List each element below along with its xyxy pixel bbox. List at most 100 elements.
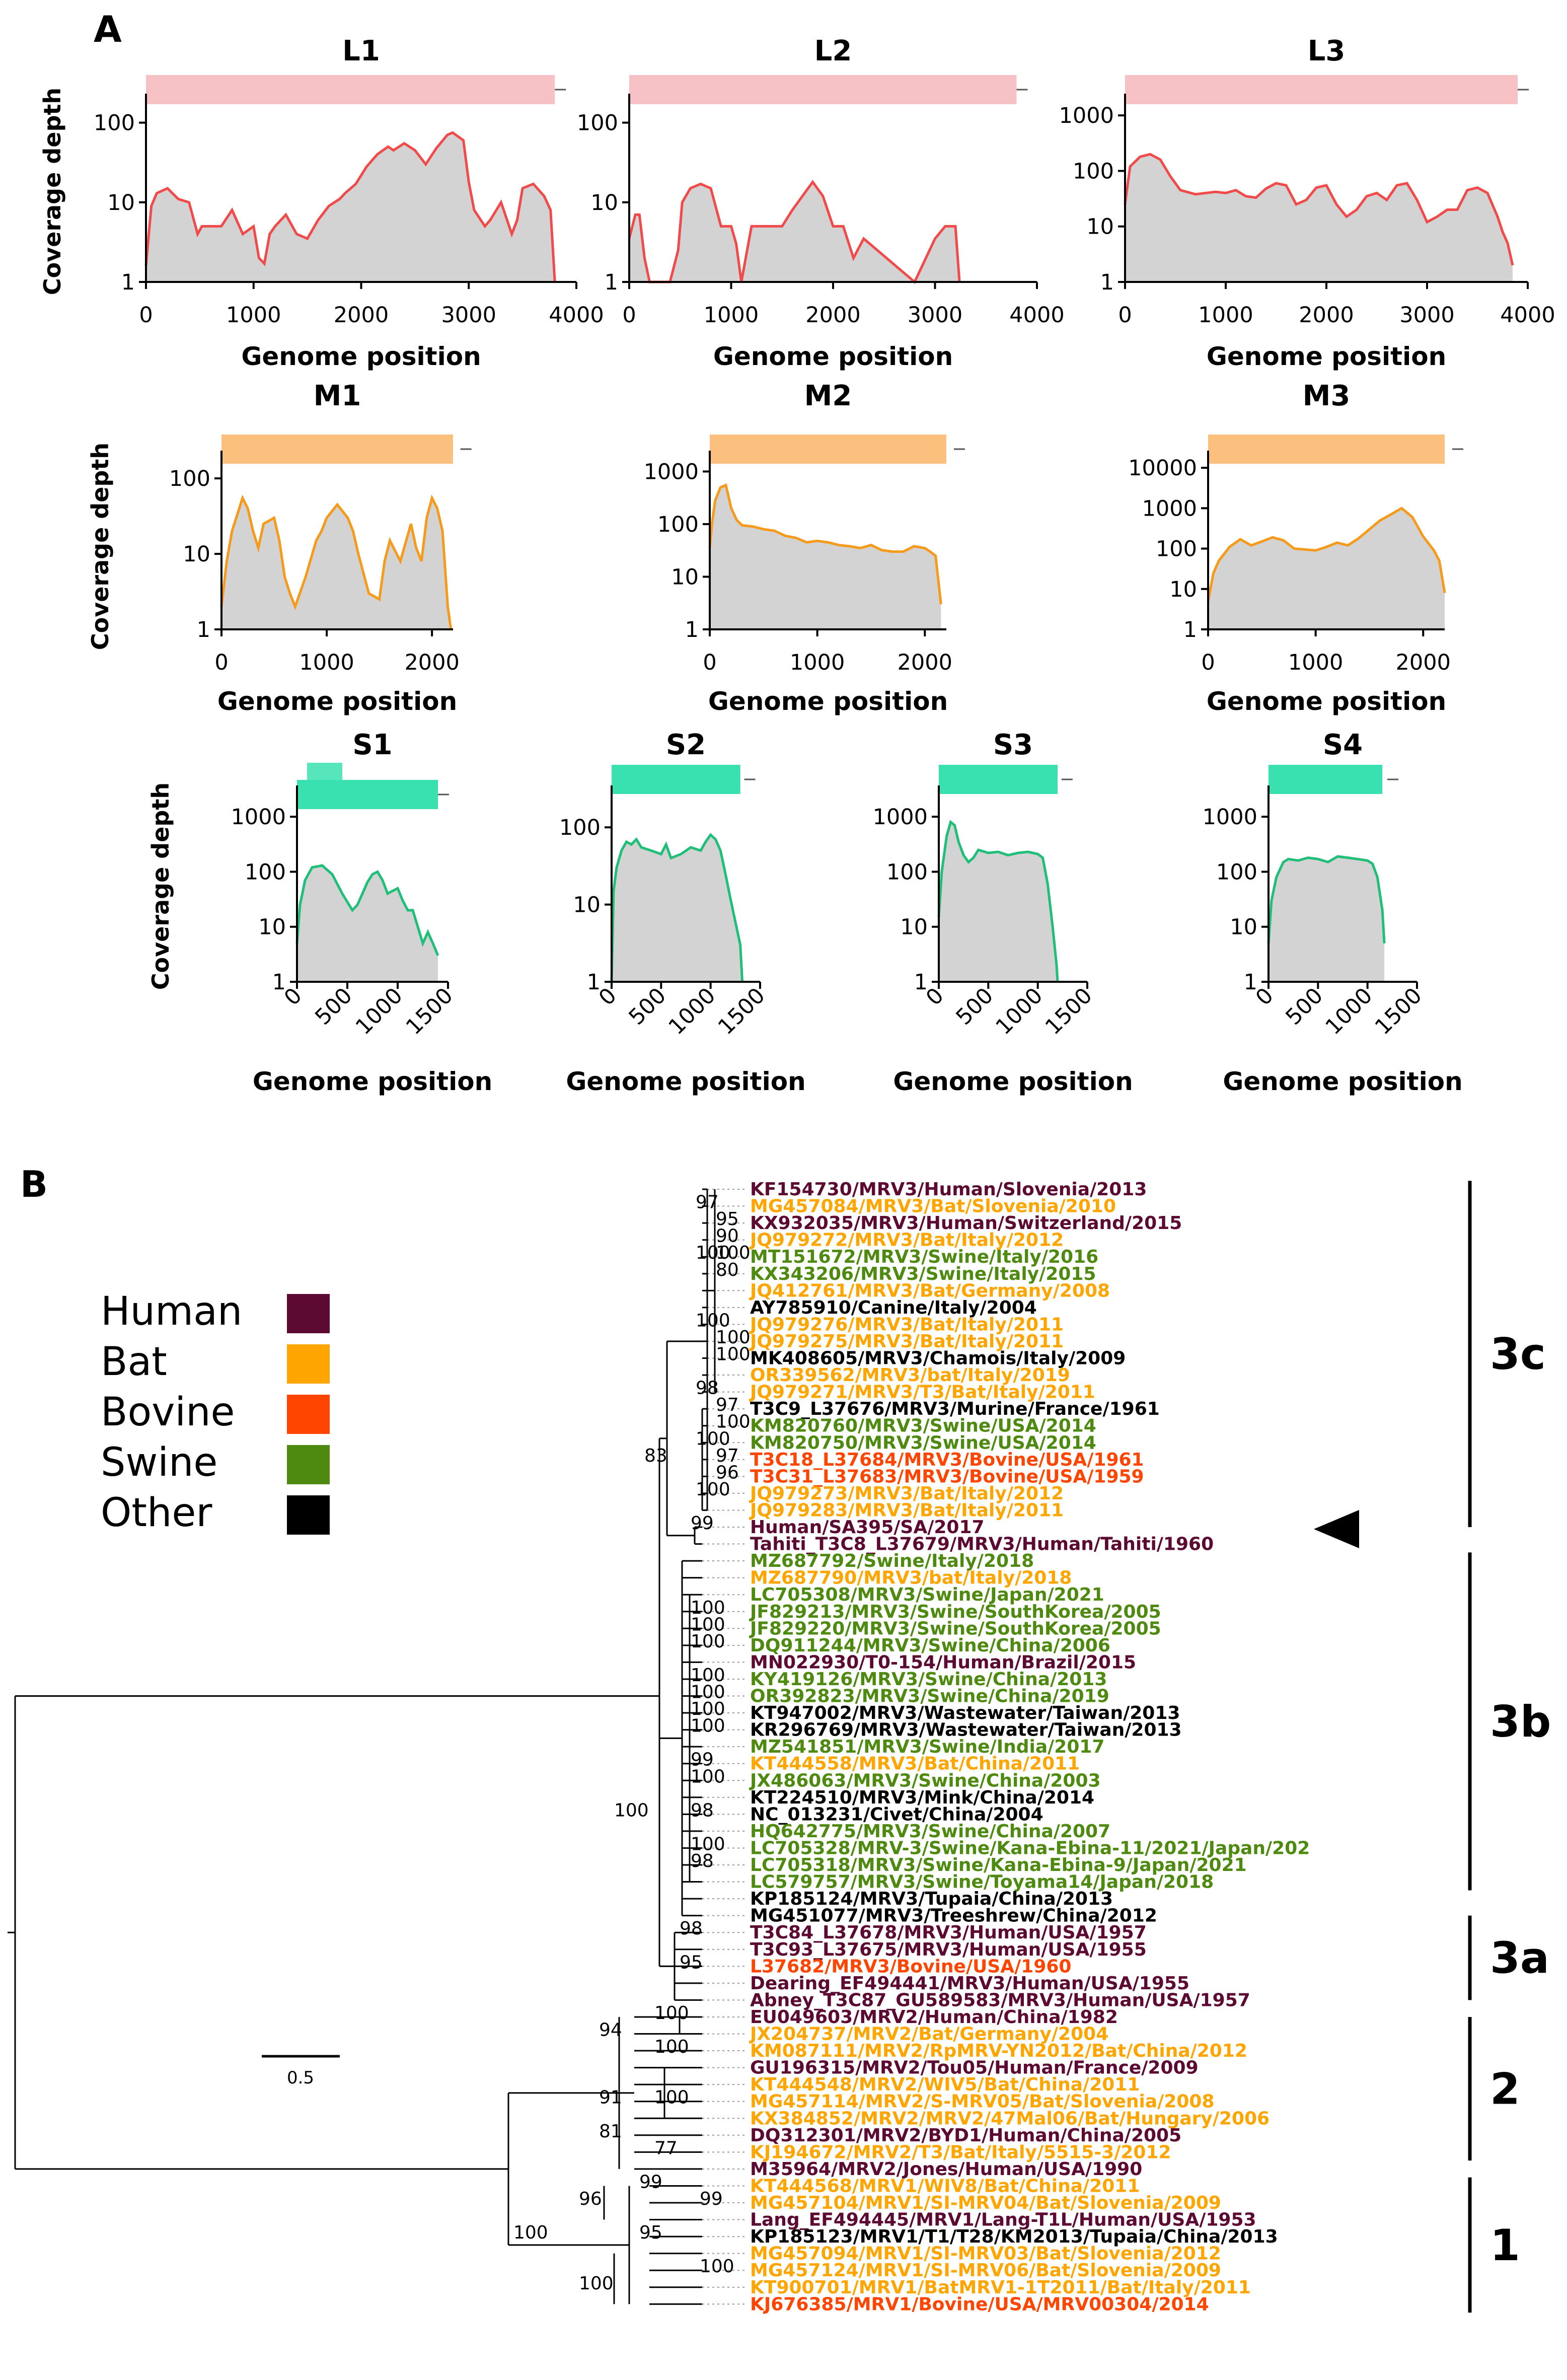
x-tick-label: 0 <box>622 303 636 328</box>
y-tick-label: 1000 <box>231 805 286 830</box>
chart-title: S3 <box>993 729 1033 761</box>
tip-label: KT444548/MRV2/WIV5/Bat/China/2011 <box>750 2074 1140 2095</box>
tip-label: MG457094/MRV1/SI-MRV03/Bat/Slovenia/2012 <box>750 2244 1221 2264</box>
tip-label: Abney_T3C87_GU589583/MRV3/Human/USA/1957 <box>750 1990 1250 2010</box>
tip-label: DQ911244/MRV3/Swine/China/2006 <box>750 1635 1110 1656</box>
coverage-chart-m3: M3 1 10 100 1000 10000 0 1000 2000 Genome positio… <box>1128 380 1463 716</box>
bootstrap-label: 95 <box>639 2222 662 2243</box>
y-tick-label: 10000 <box>1128 456 1197 481</box>
x-axis-label: Genome position <box>566 1067 805 1096</box>
legend-label: Bat <box>101 1339 167 1385</box>
bootstrap-label: 100 <box>513 2222 548 2243</box>
tip-label: KX343206/MRV3/Swine/Italy/2015 <box>750 1264 1096 1284</box>
coverage-line <box>220 494 453 630</box>
coverage-area <box>1125 154 1513 282</box>
tip-label: KP185123/MRV1/T1/T28/KM2013/Tupaia/China… <box>750 2226 1278 2247</box>
gene-bar <box>710 435 946 464</box>
coverage-line <box>937 820 1059 982</box>
y-tick-label: 1 <box>605 270 618 295</box>
x-tick-label: 500 <box>951 983 998 1030</box>
bootstrap-label: 100 <box>654 2037 689 2057</box>
tip-label: Lang_EF494445/MRV1/Lang-T1L/Human/USA/19… <box>750 2210 1256 2230</box>
x-axis-label: Genome position <box>893 1067 1133 1096</box>
chart-title: S2 <box>666 729 706 761</box>
bootstrap-label: 94 <box>599 2020 622 2041</box>
y-tick-label: 1000 <box>1142 496 1197 521</box>
tip-label: T3C93_L37675/MRV3/Human/USA/1955 <box>750 1939 1147 1960</box>
coverage-area <box>297 865 438 982</box>
gene-inset-bar <box>307 763 342 792</box>
x-axis-label: Genome position <box>241 342 481 371</box>
panel-b-label: B <box>20 1163 48 1205</box>
y-tick-label: 10 <box>258 915 286 940</box>
gene-bar <box>146 75 555 104</box>
x-tick-label: 3000 <box>908 303 962 328</box>
tip-label: MG457114/MRV2/S-MRV05/Bat/Slovenia/2008 <box>750 2091 1215 2112</box>
y-tick-label: 10 <box>107 190 135 215</box>
tip-label: KF154730/MRV3/Human/Slovenia/2013 <box>750 1179 1147 1200</box>
coverage-line <box>708 483 942 605</box>
x-axis-label: Genome position <box>1223 1067 1462 1096</box>
gene-bar <box>612 765 740 794</box>
tip-label: M35964/MRV2/Jones/Human/USA/1990 <box>750 2159 1142 2180</box>
clade-label: 1 <box>1490 2220 1520 2271</box>
coverage-line <box>1267 855 1386 944</box>
bootstrap-label: 95 <box>716 1209 739 1230</box>
tip-label: KT224510/MRV3/Mink/China/2014 <box>750 1787 1094 1808</box>
gene-bar <box>939 765 1058 794</box>
x-tick-label: 2000 <box>1299 303 1354 328</box>
y-tick-label: 10 <box>590 190 618 215</box>
x-tick-label: 1500 <box>1040 983 1097 1040</box>
y-tick-label: 100 <box>657 512 699 537</box>
panel-a-label: A <box>94 8 122 50</box>
y-tick-label: 10 <box>671 564 699 590</box>
x-tick-label: 1000 <box>226 303 281 328</box>
tip-label: JQ412761/MRV3/Bat/Germany/2008 <box>749 1280 1110 1301</box>
tip-label: KJ194672/MRV2/T3/Bat/Italy/5515-3/2012 <box>750 2142 1171 2162</box>
x-tick-label: 0 <box>1118 303 1132 328</box>
y-tick-label: 1 <box>685 617 699 642</box>
bootstrap-label: 100 <box>696 1479 730 1500</box>
legend-label: Bovine <box>101 1390 235 1435</box>
bootstrap-label: 99 <box>639 2172 662 2192</box>
bootstrap-label: 100 <box>691 1834 725 1854</box>
x-tick-label: 1500 <box>401 983 458 1040</box>
bootstrap-label: 100 <box>691 1614 725 1635</box>
chart-title: L1 <box>342 35 380 67</box>
chart-title: S4 <box>1323 729 1363 761</box>
x-axis-label: Genome position <box>253 1067 492 1096</box>
tip-label: EU049603/MRV2/Human/China/1982 <box>750 2007 1118 2028</box>
tip-label: GU196315/MRV2/Tou05/Human/France/2009 <box>750 2058 1199 2078</box>
arrowhead-icon <box>1314 1510 1359 1548</box>
tip-label: Human/SA395/SA/2017 <box>750 1517 985 1538</box>
bootstrap-label: 100 <box>691 1766 725 1787</box>
x-tick-label: 1500 <box>1370 983 1427 1040</box>
coverage-line <box>295 864 439 956</box>
x-tick-label: 500 <box>1281 983 1328 1030</box>
bootstrap-label: 100 <box>691 1665 725 1686</box>
bootstrap-label: 96 <box>716 1462 739 1483</box>
y-tick-label: 100 <box>559 815 601 840</box>
x-tick-label: 1000 <box>991 983 1048 1040</box>
y-tick-label: 100 <box>1156 537 1197 562</box>
chart-title: L3 <box>1308 35 1346 67</box>
bootstrap-label: 100 <box>696 1243 730 1263</box>
bootstrap-label: 100 <box>614 1800 649 1821</box>
coverage-area <box>1268 856 1385 982</box>
x-tick-label: 500 <box>624 983 671 1030</box>
x-tick-label: 0 <box>139 303 153 328</box>
bootstrap-label: 100 <box>691 1699 725 1719</box>
coverage-line <box>1124 153 1514 266</box>
bootstrap-label: 99 <box>691 1513 714 1534</box>
bootstrap-label: 100 <box>716 1243 751 1263</box>
x-tick-label: 1000 <box>1198 303 1253 328</box>
chart-title: M3 <box>1303 380 1351 412</box>
y-axis-label-s: Coverage depth <box>147 782 174 990</box>
x-axis-label: Genome position <box>1207 687 1446 716</box>
x-tick-label: 2000 <box>1396 650 1451 675</box>
clade-label: 3a <box>1490 1933 1549 1984</box>
tip-label: Tahiti_T3C8_L37679/MRV3/Human/Tahiti/196… <box>750 1534 1214 1555</box>
clade-label: 2 <box>1490 2064 1520 2115</box>
